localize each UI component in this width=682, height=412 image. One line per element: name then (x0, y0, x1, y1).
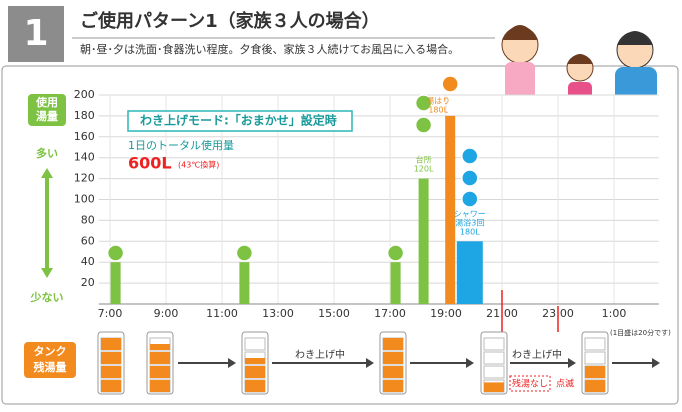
x-tick-label: 13:00 (262, 307, 294, 320)
y-tick-label: 120 (74, 172, 95, 185)
bar (418, 178, 429, 304)
total-note: (43℃換算) (178, 160, 219, 170)
arrow-head (228, 358, 236, 368)
tank-note: (1目盛は20分です) (610, 328, 671, 337)
family-illustration (501, 25, 657, 105)
tank-fill (101, 380, 121, 392)
tank-fill (245, 358, 265, 364)
x-tick-label: 9:00 (154, 307, 179, 320)
x-tick-label: 15:00 (318, 307, 350, 320)
number-box (8, 6, 64, 62)
tank-segment (244, 337, 266, 351)
tank-fill (150, 352, 170, 364)
x-tick-label: 1:00 (602, 307, 627, 320)
tank-label: タンク (34, 345, 67, 358)
arrow-head (366, 358, 374, 368)
ylabel-box (28, 94, 66, 126)
bar-label: 湯はり (426, 96, 450, 106)
number: 1 (23, 13, 48, 54)
heating-label: わき上げ中 (295, 348, 345, 361)
icon (106, 244, 125, 262)
icon (386, 244, 405, 262)
bar-label: 180L (428, 106, 448, 115)
x-tick-label: 17:00 (374, 307, 406, 320)
y-tick-label: 140 (74, 151, 95, 164)
blink-label: 点滅 (556, 378, 574, 390)
subtitle: 朝･昼･夕は洗面･食器洗い程度。夕食後、家族３人続けてお風呂に入る場合。 (80, 42, 459, 56)
tank-segment (483, 365, 505, 379)
arrow-head (652, 358, 660, 368)
icon (461, 169, 479, 187)
bar (110, 262, 121, 304)
icon (414, 116, 433, 134)
more-label: 多い (36, 146, 58, 160)
arrow-head (466, 358, 474, 368)
y-tick-label: 60 (81, 234, 95, 247)
bar-label: 120L (414, 165, 434, 174)
tank-label-box (24, 342, 76, 378)
bar-label: 湯浴3回 (455, 218, 484, 228)
ylabel: 使用 (35, 95, 58, 109)
tank-fill (383, 352, 403, 364)
y-tick-label: 20 (81, 276, 95, 289)
tank-fill (484, 382, 504, 392)
tank-fill (101, 366, 121, 378)
y-tick-label: 180 (74, 109, 95, 122)
tank-segment (483, 351, 505, 365)
tank-fill (150, 344, 170, 350)
tank-fill (101, 352, 121, 364)
mode-box (127, 110, 353, 132)
x-tick-label: 19:00 (430, 307, 462, 320)
y-tick-label: 80 (81, 213, 95, 226)
x-tick-label: 7:00 (98, 307, 123, 320)
y-tick-label: 40 (81, 255, 95, 268)
total-label: 1日のトータル使用量 (128, 139, 234, 152)
x-tick-label: 11:00 (206, 307, 238, 320)
icon (235, 244, 254, 262)
bar-label: 180L (460, 228, 480, 237)
icon (414, 94, 433, 112)
heating-label: わき上げ中 (512, 348, 562, 361)
icon (441, 75, 459, 93)
tank-fill (585, 366, 605, 378)
title: ご使用パターン1（家族３人の場合） (80, 10, 380, 32)
mode-text: わき上げモード:「おまかせ」設定時 (140, 113, 337, 128)
less-label: 少ない (30, 290, 64, 304)
tank-label: 残湯量 (34, 360, 67, 374)
tank-fill (101, 338, 121, 350)
empty-box (509, 375, 551, 392)
tank-fill (245, 380, 265, 392)
bar (445, 115, 456, 305)
tank-fill (383, 366, 403, 378)
tank-fill (150, 366, 170, 378)
bar (390, 262, 401, 304)
icon (461, 147, 479, 165)
bar (456, 241, 483, 304)
tank-segment (584, 351, 606, 365)
empty-label: 残湯なし (512, 378, 548, 390)
icon (461, 190, 479, 208)
y-tick-label: 100 (74, 193, 95, 206)
tank-fill (150, 380, 170, 392)
arrow (41, 168, 53, 278)
bar-label: 台所 (416, 155, 432, 165)
ylabel: 湯量 (36, 109, 58, 123)
tank-fill (383, 380, 403, 392)
frame (1, 65, 679, 405)
y-tick-label: 200 (74, 88, 95, 101)
bar (239, 262, 250, 304)
y-tick-label: 160 (74, 130, 95, 143)
total-value: 600L (128, 154, 172, 173)
arrow-head (568, 358, 576, 368)
tank-fill (245, 366, 265, 378)
tank-segment (584, 337, 606, 351)
tank-segment (483, 337, 505, 351)
tank-fill (383, 338, 403, 350)
bar-label: シャワー (454, 210, 486, 219)
tank-fill (585, 380, 605, 392)
